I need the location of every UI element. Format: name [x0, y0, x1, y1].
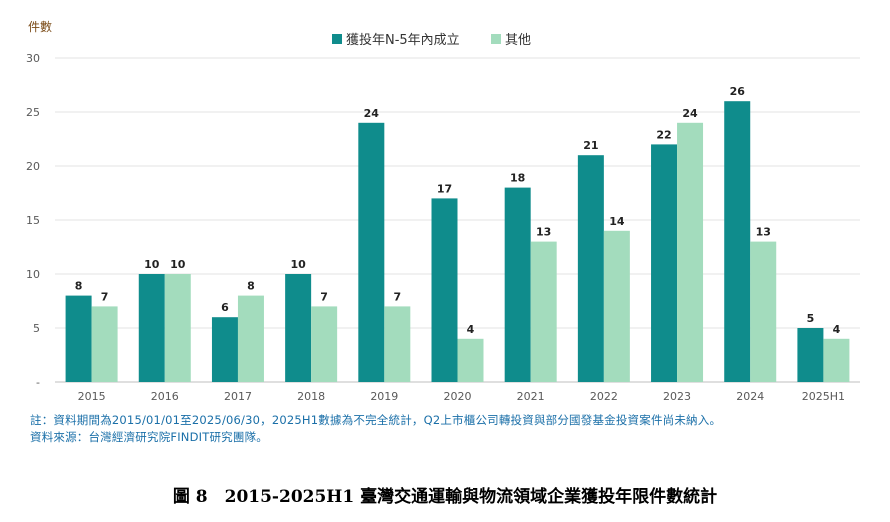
x-tick-label: 2015	[78, 390, 106, 400]
bar-n5-2015	[65, 295, 92, 382]
x-axis-ticks: 2015 2016 2017 2018 2019 2020 2021 2022 2023 2024…	[78, 390, 845, 400]
data-label: 7	[393, 290, 401, 303]
bar-n5-2020	[431, 198, 458, 382]
data-label: 24	[682, 107, 698, 120]
data-label: 14	[609, 215, 625, 228]
data-label: 21	[583, 139, 598, 152]
legend-swatch	[491, 34, 501, 44]
legend-label: 其他	[505, 33, 531, 48]
data-label: 8	[247, 280, 255, 293]
bar-other-2019	[384, 306, 411, 382]
data-label: 13	[536, 226, 551, 239]
y-tick-label: 20	[26, 160, 40, 173]
bar-other-2025H1	[823, 338, 850, 382]
bars	[65, 101, 850, 383]
bar-n5-2024	[724, 101, 751, 382]
data-label: 8	[75, 280, 83, 293]
data-label: 22	[656, 128, 671, 141]
y-tick-label: 25	[26, 106, 40, 119]
bar-n5-2016	[138, 274, 165, 382]
y-axis-ticks: - 5 10 15 20 25 30	[26, 52, 40, 389]
footnote: 註：資料期間為2015/01/01至2025/06/30，2025H1數據為不完…	[30, 413, 722, 427]
bar-other-2021	[530, 241, 557, 382]
x-tick-label: 2025H1	[802, 390, 845, 400]
bar-n5-2025H1	[797, 328, 824, 382]
x-tick-label: 2021	[517, 390, 545, 400]
data-labels: 8 7 10 10 6 8 10 7 24 7 17 4 18 13 21 14 22 24 26 13 5 4	[75, 85, 841, 336]
x-tick-label: 2016	[151, 390, 179, 400]
data-label: 24	[364, 107, 380, 120]
bar-n5-2023	[651, 144, 678, 382]
bar-other-2024	[750, 241, 777, 382]
source-note: 資料來源：台灣經濟研究院FINDIT研究團隊。	[30, 430, 268, 444]
data-label: 6	[221, 301, 229, 314]
x-tick-label: 2017	[224, 390, 252, 400]
bar-other-2020	[457, 338, 484, 382]
data-label: 4	[833, 323, 841, 336]
bar-other-2015	[91, 306, 118, 382]
bar-other-2017	[237, 295, 264, 382]
x-tick-label: 2023	[663, 390, 691, 400]
y-tick-label: 5	[33, 322, 40, 335]
x-tick-label: 2024	[736, 390, 764, 400]
bar-n5-2018	[285, 274, 312, 382]
data-label: 26	[730, 85, 746, 98]
x-tick-label: 2022	[590, 390, 618, 400]
bar-other-2018	[311, 306, 338, 382]
y-axis-label: 件數	[28, 20, 52, 34]
data-label: 17	[437, 182, 452, 195]
data-label: 10	[144, 258, 160, 271]
legend: 獲投年N-5年內成立 其他	[332, 32, 531, 48]
y-tick-label: 15	[26, 214, 40, 227]
data-label: 10	[290, 258, 306, 271]
data-label: 5	[807, 312, 815, 325]
y-tick-label: 10	[26, 268, 40, 281]
x-tick-label: 2020	[444, 390, 472, 400]
bar-n5-2019	[358, 122, 385, 383]
figure-caption: 圖 8 2015-2025H1 臺灣交通運輸與物流領域企業獲投年限件數統計	[172, 487, 718, 507]
data-label: 7	[320, 290, 328, 303]
y-tick-label: 30	[26, 52, 40, 65]
bar-chart: - 5 10 15 20 25 30 8 7 10 10 6 8 10 7 24 7 17 4 18 13 21 14 22…	[26, 20, 860, 400]
bar-n5-2021	[504, 187, 531, 382]
legend-label: 獲投年N-5年內成立	[346, 32, 460, 48]
bar-n5-2022	[577, 155, 604, 382]
data-label: 4	[467, 323, 475, 336]
x-tick-label: 2018	[297, 390, 325, 400]
legend-swatch	[332, 34, 342, 44]
y-tick-label: -	[36, 376, 40, 389]
data-label: 13	[756, 226, 771, 239]
data-label: 18	[510, 172, 525, 185]
data-label: 7	[101, 290, 109, 303]
bar-other-2022	[603, 230, 630, 382]
bar-other-2016	[164, 274, 191, 382]
bar-other-2023	[677, 122, 704, 383]
data-label: 10	[170, 258, 186, 271]
bar-n5-2017	[211, 317, 238, 382]
x-tick-label: 2019	[370, 390, 398, 400]
